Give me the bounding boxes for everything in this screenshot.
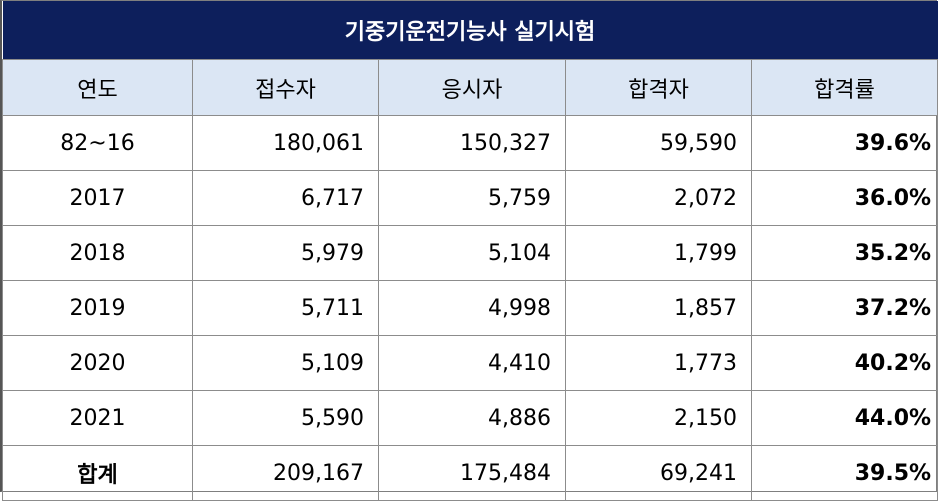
cell-applicants: 5,711 [192,280,379,336]
cell-passed: 69,241 [565,445,752,501]
table-row: 2017 6,717 5,759 2,072 36.0% [2,170,939,226]
cell-pass-rate: 35.2% [750,225,939,281]
cell-passed: 2,072 [565,170,752,226]
cell-pass-rate: 44.0% [750,390,939,446]
cell-passed: 2,150 [565,390,752,446]
cell-year: 2017 [2,170,193,226]
table-row: 2020 5,109 4,410 1,773 40.2% [2,335,939,391]
header-examinees: 응시자 [378,59,566,116]
table-title: 기중기운전기능사 실기시험 [2,1,938,60]
cell-examinees: 5,104 [378,225,566,281]
cell-passed: 1,857 [565,280,752,336]
cell-year: 2020 [2,335,193,391]
table-row: 2021 5,590 4,886 2,150 44.0% [2,390,939,446]
cell-year: 2021 [2,390,193,446]
cell-applicants: 5,109 [192,335,379,391]
cell-passed: 1,799 [565,225,752,281]
cell-applicants: 209,167 [192,445,379,501]
cell-pass-rate: 36.0% [750,170,939,226]
cell-applicants: 6,717 [192,170,379,226]
cell-year: 82~16 [2,115,193,171]
cell-pass-rate: 40.2% [750,335,939,391]
table-row: 82~16 180,061 150,327 59,590 39.6% [2,115,939,171]
header-passed: 합격자 [565,59,752,116]
cell-examinees: 175,484 [378,445,566,501]
table-row: 2018 5,979 5,104 1,799 35.2% [2,225,939,281]
cell-passed: 59,590 [565,115,752,171]
cell-year: 2019 [2,280,193,336]
cell-examinees: 4,410 [378,335,566,391]
cell-total-label: 합계 [2,445,193,501]
cell-applicants: 180,061 [192,115,379,171]
cell-examinees: 4,998 [378,280,566,336]
cell-applicants: 5,979 [192,225,379,281]
cell-year: 2018 [2,225,193,281]
cell-examinees: 5,759 [378,170,566,226]
cell-pass-rate: 39.5% [750,445,939,501]
header-year: 연도 [2,59,193,116]
cell-examinees: 150,327 [378,115,566,171]
cell-passed: 1,773 [565,335,752,391]
total-row: 합계 209,167 175,484 69,241 39.5% [2,445,939,501]
header-row: 연도 접수자 응시자 합격자 합격률 [2,59,939,116]
header-pass-rate: 합격률 [750,59,939,116]
cell-applicants: 5,590 [192,390,379,446]
cell-examinees: 4,886 [378,390,566,446]
cell-pass-rate: 37.2% [750,280,939,336]
table-row: 2019 5,711 4,998 1,857 37.2% [2,280,939,336]
header-applicants: 접수자 [192,59,379,116]
cell-pass-rate: 39.6% [750,115,939,171]
